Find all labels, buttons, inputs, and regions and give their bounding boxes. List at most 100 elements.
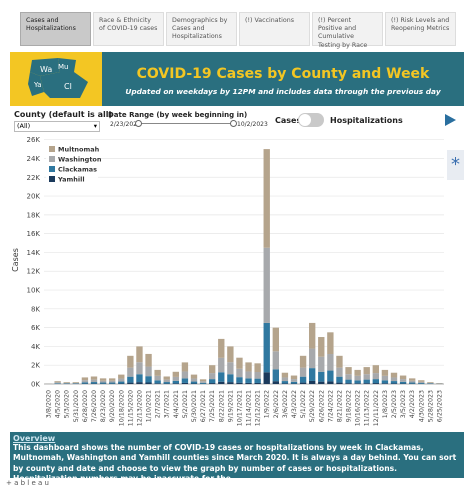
bar-segment bbox=[354, 375, 361, 381]
bar-segment bbox=[109, 380, 116, 383]
bar-segment bbox=[272, 369, 279, 382]
slider-handle[interactable] bbox=[230, 120, 237, 127]
y-tick-label: 26K bbox=[27, 136, 41, 144]
legend-label: Washington bbox=[58, 156, 102, 164]
bar-segment bbox=[209, 379, 216, 384]
bar-segment bbox=[336, 355, 343, 368]
x-tick-label: 4/3/2022 bbox=[291, 390, 298, 418]
x-tick-label: 8/22/2021 bbox=[218, 390, 225, 422]
bar-segment bbox=[418, 380, 425, 382]
x-tick-label: 1/9/2022 bbox=[264, 390, 271, 418]
asterisk-icon[interactable]: * bbox=[447, 150, 464, 180]
bar-segment bbox=[209, 365, 216, 374]
x-tick-label: 9/19/2021 bbox=[227, 390, 234, 422]
bar-segment bbox=[263, 322, 270, 373]
bar-segment bbox=[181, 382, 189, 384]
slider-handle[interactable] bbox=[135, 120, 142, 127]
date-start: 2/23/2020 bbox=[110, 121, 141, 128]
bar-segment bbox=[227, 382, 234, 384]
x-tick-label: 8/21/2022 bbox=[336, 390, 343, 422]
bar-segment bbox=[290, 375, 298, 380]
bar-segment bbox=[390, 372, 398, 378]
bar-segment bbox=[327, 381, 334, 384]
bar-segment bbox=[136, 382, 143, 384]
bar-segment bbox=[90, 376, 98, 380]
x-tick-label: 12/12/2021 bbox=[255, 390, 262, 426]
x-tick-label: 6/26/2022 bbox=[318, 390, 325, 422]
legend-label: Yamhill bbox=[57, 176, 85, 184]
bar-segment bbox=[281, 372, 289, 378]
tab[interactable]: Race & Ethnicity of COVID-19 cases bbox=[93, 12, 164, 46]
x-tick-label: 11/14/2021 bbox=[246, 390, 253, 426]
legend-swatch bbox=[49, 166, 55, 172]
bar-segment bbox=[190, 381, 198, 384]
x-tick-label: 8/23/2020 bbox=[100, 390, 107, 422]
bar-segment bbox=[363, 367, 370, 375]
date-slider[interactable] bbox=[138, 123, 234, 124]
x-tick-label: 10/16/2022 bbox=[355, 390, 362, 426]
play-button[interactable] bbox=[445, 114, 456, 126]
bar-segment bbox=[127, 367, 134, 377]
bar-segment bbox=[372, 365, 379, 374]
bar-segment bbox=[181, 362, 189, 372]
map-panel: Wa Mu Ya Cl bbox=[10, 52, 102, 106]
x-tick-label: 5/28/2023 bbox=[427, 390, 434, 422]
footer-logo: + a b l e a u bbox=[6, 479, 49, 487]
bar-segment bbox=[399, 379, 407, 382]
x-tick-label: 2/6/2022 bbox=[273, 390, 280, 418]
bar-segment bbox=[309, 348, 316, 369]
overview-text: This dashboard shows the number of COVID… bbox=[13, 443, 457, 478]
bar-segment bbox=[127, 355, 134, 368]
bar-segment bbox=[327, 332, 334, 355]
x-tick-label: 12/11/2022 bbox=[373, 390, 380, 426]
bar-segment bbox=[381, 369, 389, 376]
x-tick-label: 2/7/2021 bbox=[155, 390, 162, 418]
x-tick-label: 5/29/2022 bbox=[309, 390, 316, 422]
county-dropdown[interactable]: (All) ▾ bbox=[14, 121, 100, 132]
toggle[interactable] bbox=[298, 113, 324, 127]
tab[interactable]: (!) Percent Positive and Cumulative Test… bbox=[312, 12, 383, 49]
bar-segment bbox=[281, 377, 289, 382]
bar-segment bbox=[318, 371, 325, 382]
bar-segment bbox=[145, 353, 152, 367]
bar-segment bbox=[336, 367, 343, 377]
y-tick-label: 8K bbox=[31, 305, 40, 313]
bar-segment bbox=[354, 383, 361, 384]
y-axis-title: Cases bbox=[11, 248, 20, 272]
bar-segment bbox=[163, 376, 170, 380]
bar-segment bbox=[81, 382, 89, 384]
y-tick-label: 20K bbox=[27, 193, 41, 201]
tab[interactable]: Cases and Hospitalizations bbox=[20, 12, 91, 46]
bar-segment bbox=[163, 379, 170, 383]
y-tick-label: 4K bbox=[31, 343, 40, 351]
x-tick-label: 4/30/2023 bbox=[418, 390, 425, 422]
bar-segment bbox=[81, 380, 89, 383]
bar-segment bbox=[327, 370, 334, 382]
bar-segment bbox=[345, 367, 352, 375]
x-tick-label: 9/20/2020 bbox=[109, 390, 116, 422]
bar-segment bbox=[263, 372, 270, 384]
x-tick-label: 1/8/2023 bbox=[382, 390, 389, 418]
bar-segment bbox=[263, 247, 270, 323]
tab[interactable]: (!) Risk Levels and Reopening Metrics bbox=[385, 12, 456, 46]
bar-segment bbox=[172, 383, 179, 384]
x-tick-label: 3/7/2021 bbox=[164, 390, 171, 418]
bar-segment bbox=[254, 363, 261, 373]
page-subtitle: Updated on weekdays by 12PM and includes… bbox=[125, 87, 441, 96]
x-tick-label: 11/13/2022 bbox=[364, 390, 371, 426]
bar-segment bbox=[209, 373, 216, 380]
bar-segment bbox=[236, 368, 243, 378]
bar-segment bbox=[418, 383, 425, 384]
x-tick-label: 3/5/2023 bbox=[400, 390, 407, 418]
bar-segment bbox=[299, 382, 307, 384]
bar-segment bbox=[154, 380, 161, 384]
x-tick-label: 6/25/2023 bbox=[436, 390, 443, 422]
x-tick-label: 3/6/2022 bbox=[282, 390, 289, 418]
tab[interactable]: Demographics by Cases and Hospitalizatio… bbox=[166, 12, 237, 46]
tab[interactable]: (!) Vaccinations bbox=[239, 12, 310, 46]
bar-segment bbox=[218, 372, 225, 382]
bar-segment bbox=[409, 382, 416, 384]
x-tick-label: 4/4/2021 bbox=[173, 390, 180, 418]
bar-segment bbox=[236, 357, 243, 369]
